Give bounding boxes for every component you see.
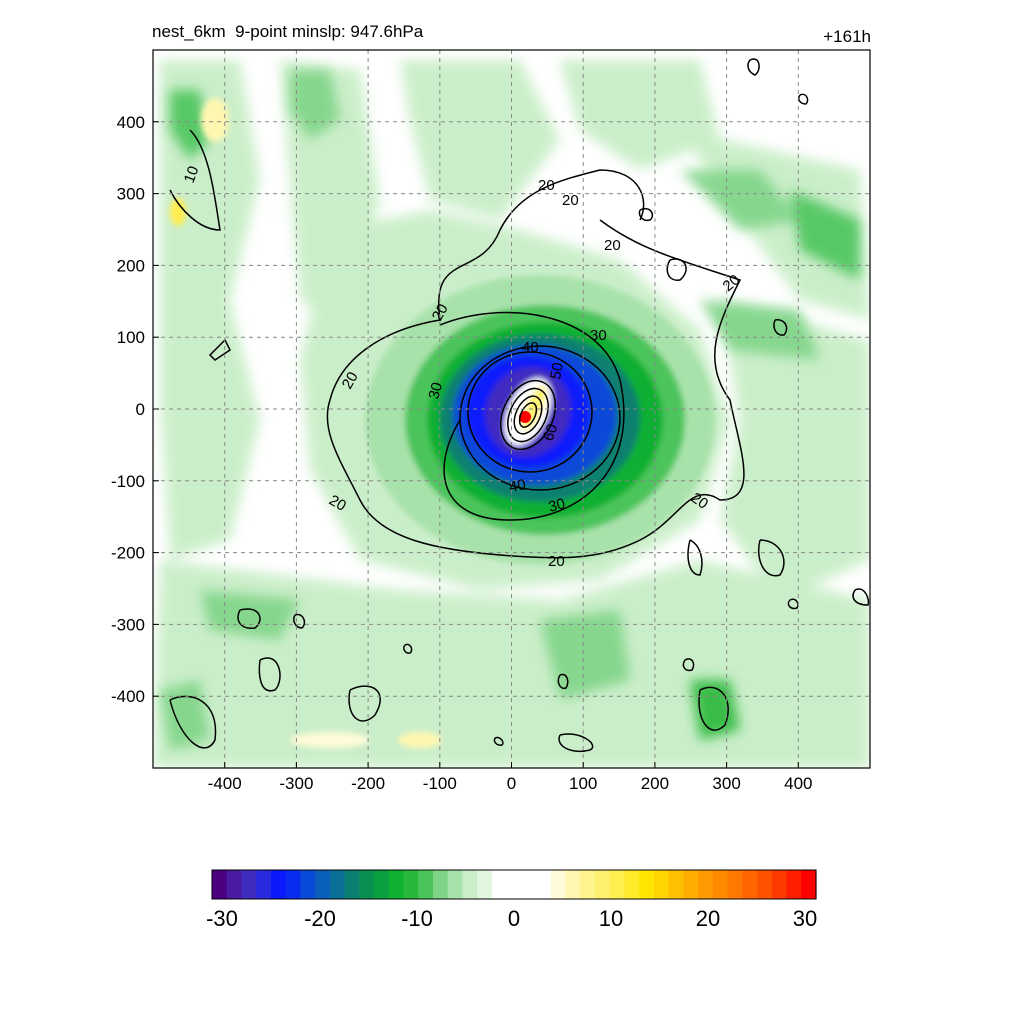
contour-label: 40 — [508, 476, 527, 496]
contour-label: 30 — [425, 381, 446, 402]
colorbar-swatch — [300, 870, 316, 899]
contour-label: 20 — [548, 553, 565, 570]
colorbar-swatch — [653, 870, 670, 899]
x-tick-label: 400 — [784, 774, 812, 793]
colorbar-swatch — [359, 870, 375, 899]
colorbar-swatch — [329, 870, 346, 899]
y-tick-label: 200 — [117, 256, 145, 275]
colorbar-swatch — [315, 870, 331, 899]
colorbar-swatch — [742, 870, 758, 899]
colorbar-swatch — [491, 870, 508, 899]
colorbar-swatch — [727, 870, 743, 899]
colorbar-swatch — [683, 870, 699, 899]
x-tick-label: -300 — [279, 774, 313, 793]
colorbar-swatch — [786, 870, 802, 899]
x-tick-label: 300 — [712, 774, 740, 793]
colorbar-swatch — [580, 870, 596, 899]
contour-label: 20 — [604, 237, 621, 254]
colorbar-swatch — [374, 870, 390, 899]
colorbar-swatch — [226, 870, 243, 899]
colorbar-swatch — [256, 870, 272, 899]
colorbar-swatch — [403, 870, 419, 899]
contour-lines — [169, 58, 870, 752]
colorbar-swatch — [565, 870, 581, 899]
x-tick-label: 200 — [641, 774, 669, 793]
contour-label: 20 — [688, 489, 711, 512]
contour-label: 20 — [429, 301, 452, 324]
contour-label: 60 — [540, 422, 562, 443]
colorbar-tick-label: -20 — [304, 906, 336, 931]
x-tick-label: 0 — [507, 774, 516, 793]
contour-label: 50 — [547, 361, 567, 380]
contour-label: 40 — [522, 339, 539, 356]
x-tick-label: 100 — [569, 774, 597, 793]
colorbar-swatch — [241, 870, 257, 899]
colorbar-swatch — [388, 870, 405, 899]
colorbar-swatch — [477, 870, 493, 899]
colorbar-swatch — [462, 870, 478, 899]
colorbar-swatch — [609, 870, 626, 899]
colorbar-swatch — [432, 870, 449, 899]
y-tick-label: -200 — [111, 544, 145, 563]
storm-center-marker — [519, 411, 531, 423]
contour-label: 20 — [562, 192, 579, 209]
contour-label: 10 — [181, 164, 203, 185]
contour-label: 20 — [339, 369, 362, 392]
colorbar-swatch — [757, 870, 773, 899]
y-tick-label: -400 — [111, 687, 145, 706]
contour-label: 30 — [547, 495, 568, 516]
plot-title: nest_6km 9-point minslp: 947.6hPa — [152, 22, 424, 41]
x-tick-labels: -400 -300 -200 -100 0 100 200 300 400 — [208, 774, 813, 793]
x-tick-label: -200 — [351, 774, 385, 793]
colorbar-swatch — [506, 870, 522, 899]
colorbar-swatch — [698, 870, 714, 899]
y-tick-label: -300 — [111, 615, 145, 634]
colorbar-swatch — [418, 870, 434, 899]
colorbar-swatch — [270, 870, 287, 899]
colorbar-tick-label: 30 — [793, 906, 817, 931]
colorbar-swatch — [595, 870, 611, 899]
colorbar-swatch — [212, 870, 228, 899]
colorbar — [212, 870, 817, 899]
colorbar-swatch — [624, 870, 640, 899]
contour-label: 20 — [538, 177, 555, 194]
contour-label-group: 10 20 20 20 20 20 20 20 20 30 30 30 40 4… — [181, 164, 744, 570]
tick-marks — [153, 121, 799, 768]
colorbar-tick-label: 0 — [508, 906, 520, 931]
shaded-field — [153, 58, 870, 768]
colorbar-swatch — [285, 870, 301, 899]
y-tick-label: 100 — [117, 328, 145, 347]
colorbar-tick-labels: -30 -20 -10 0 10 20 30 — [206, 906, 817, 931]
colorbar-tick-label: 10 — [599, 906, 623, 931]
contour-label: 20 — [326, 492, 349, 515]
y-tick-label: 400 — [117, 113, 145, 132]
colorbar-frame — [211, 869, 817, 900]
y-tick-label: 0 — [136, 400, 145, 419]
colorbar-swatch — [536, 870, 552, 899]
colorbar-swatch — [771, 870, 788, 899]
colorbar-swatch — [550, 870, 567, 899]
x-tick-label: -100 — [423, 774, 457, 793]
colorbar-swatch — [344, 870, 360, 899]
colorbar-swatch — [668, 870, 685, 899]
y-tick-label: 300 — [117, 185, 145, 204]
colorbar-tick-label: 20 — [696, 906, 720, 931]
colorbar-tick-label: -10 — [401, 906, 433, 931]
colorbar-swatch — [521, 870, 537, 899]
colorbar-tick-label: -30 — [206, 906, 238, 931]
forecast-hour-label: +161h — [823, 27, 871, 46]
y-tick-label: -100 — [111, 472, 145, 491]
colorbar-swatch — [801, 870, 817, 899]
colorbar-swatch — [639, 870, 655, 899]
colorbar-swatch — [447, 870, 464, 899]
contour-label: 30 — [590, 327, 607, 344]
colorbar-swatch — [712, 870, 729, 899]
y-tick-labels: 400 300 200 100 0 -100 -200 -300 -400 — [111, 113, 145, 706]
x-tick-label: -400 — [208, 774, 242, 793]
